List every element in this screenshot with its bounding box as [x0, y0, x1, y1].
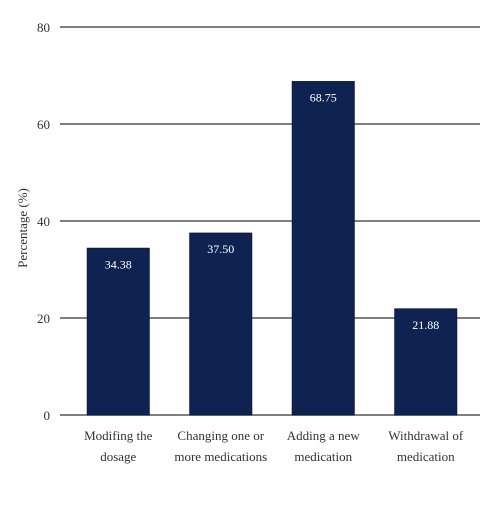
bar — [291, 81, 355, 416]
bar — [189, 232, 253, 416]
bar-value-label: 37.50 — [207, 242, 234, 256]
x-tick-labels: Modifing the dosage Changing one or more me… — [84, 428, 464, 464]
y-tick-label: 40 — [37, 214, 50, 229]
bar-value-label: 34.38 — [105, 257, 132, 271]
x-tick-label: Adding a new — [287, 428, 361, 443]
y-axis-label: Percentage (%) — [15, 188, 30, 268]
bars — [86, 81, 458, 416]
x-tick-label: Changing one or — [177, 428, 264, 443]
x-tick-label: medication — [294, 449, 352, 464]
y-tick-label: 80 — [37, 20, 50, 35]
x-tick-label: Modifing the — [84, 428, 152, 443]
value-labels: 34.38 37.50 68.75 21.88 — [105, 91, 440, 332]
x-tick-label: Withdrawal of — [388, 428, 464, 443]
bar-value-label: 21.88 — [412, 318, 439, 332]
bar — [86, 247, 150, 416]
y-tick-label: 20 — [37, 311, 50, 326]
x-tick-label: dosage — [100, 449, 136, 464]
bar — [394, 308, 458, 416]
x-tick-label: medication — [397, 449, 455, 464]
y-tick-labels: 0 20 40 60 80 — [37, 20, 50, 423]
bar-value-label: 68.75 — [310, 91, 337, 105]
x-tick-label: more medications — [174, 449, 267, 464]
y-tick-label: 0 — [44, 408, 51, 423]
y-tick-label: 60 — [37, 117, 50, 132]
